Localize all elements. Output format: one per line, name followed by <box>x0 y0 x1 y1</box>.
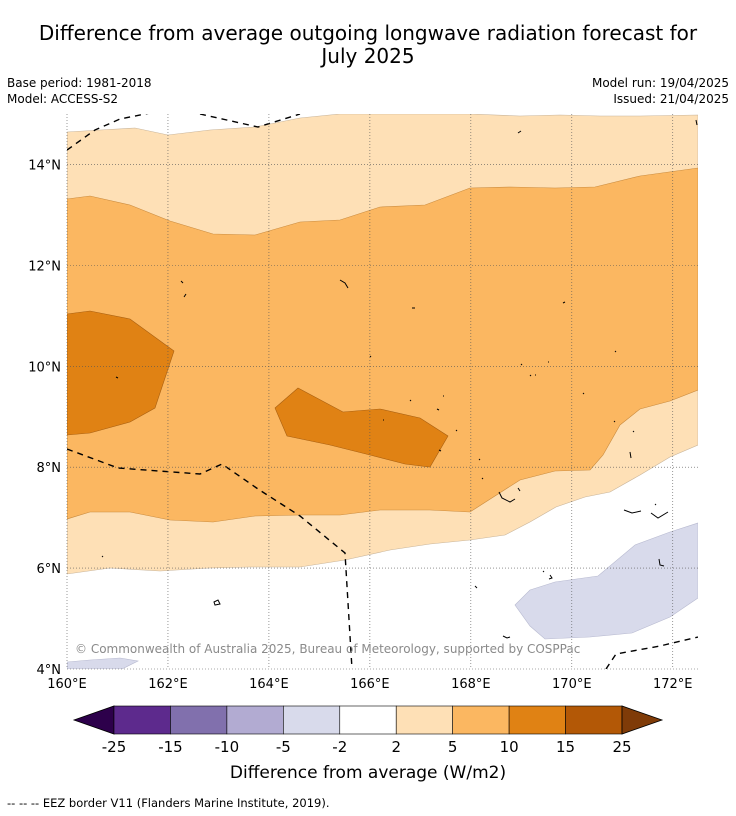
grid-layer <box>66 114 698 670</box>
region-10-to-15-west <box>67 310 175 436</box>
chart-title-line1: Difference from average outgoing longwav… <box>38 21 698 45</box>
colorbar-swatch <box>226 705 284 735</box>
colorbar-tick-label: -2 <box>332 738 347 756</box>
x-tick-label: 164°E <box>249 677 289 692</box>
y-tick-label: 10°N <box>28 360 61 375</box>
colorbar-swatch <box>113 705 171 735</box>
copyright-notice: © Commonwealth of Australia 2025, Bureau… <box>75 642 580 656</box>
chart-canvas: 160°E 162°E 164°E 166°E 168°E 170°E 172°E 4°N 6°… <box>28 114 698 783</box>
chart-title-line2: July 2025 <box>321 44 415 68</box>
model-name: Model: ACCESS-S2 <box>7 92 119 106</box>
y-tick-label: 6°N <box>37 562 62 577</box>
region-5-to-10 <box>67 167 698 523</box>
x-tick-label: 166°E <box>350 677 390 692</box>
eez-footnote: -- -- -- EEZ border V11 (Flanders Marine… <box>7 796 330 810</box>
x-tick-label: 162°E <box>148 677 188 692</box>
colorbar-tick-label: -10 <box>215 738 240 756</box>
y-tick-label: 4°N <box>37 663 62 678</box>
region-10-to-15-central <box>274 387 449 468</box>
colorbar-extend-high <box>621 705 664 735</box>
chart-title: Difference from average outgoing longwav… <box>0 22 736 68</box>
island-coastlines <box>101 119 698 639</box>
x-tick-label: 170°E <box>552 677 592 692</box>
colorbar-swatch <box>339 705 397 735</box>
meta-right: Model run: 19/04/2025 Issued: 21/04/2025 <box>592 75 729 107</box>
meta-left: Base period: 1981-2018 Model: ACCESS-S2 <box>7 75 152 107</box>
colorbar-label: Difference from average (W/m2) <box>230 763 506 783</box>
x-tick-label: 172°E <box>653 677 693 692</box>
axis-layer: 160°E 162°E 164°E 166°E 168°E 170°E 172°E 4°N 6°… <box>28 158 692 692</box>
colorbar: -25 -15 -10 -5 -2 2 5 10 15 25 <box>72 705 664 756</box>
x-tick-label: 160°E <box>47 677 87 692</box>
y-tick-label: 8°N <box>37 461 62 476</box>
colorbar-tick-label: 25 <box>612 738 631 756</box>
colorbar-swatch <box>452 705 510 735</box>
contour-layer <box>67 114 698 669</box>
eez-border <box>67 114 698 669</box>
colorbar-tick-label: 10 <box>500 738 519 756</box>
model-run: Model run: 19/04/2025 <box>591 76 729 90</box>
y-tick-label: 12°N <box>28 259 61 274</box>
colorbar-swatch <box>170 705 228 735</box>
colorbar-tick-label: 5 <box>448 738 458 756</box>
y-tick-label: 14°N <box>28 158 61 173</box>
colorbar-extend-low <box>72 705 115 735</box>
colorbar-tick-label: -5 <box>276 738 291 756</box>
base-period: Base period: 1981-2018 <box>7 76 152 90</box>
issued-date: Issued: 21/04/2025 <box>613 92 729 106</box>
colorbar-tick-label: -15 <box>158 738 183 756</box>
region-minus5-to-minus2-east <box>514 522 698 640</box>
colorbar-tick-label: 15 <box>556 738 575 756</box>
colorbar-swatch <box>508 705 566 735</box>
colorbar-tick-label: 2 <box>391 738 401 756</box>
region-minus5-to-minus2-southwest <box>67 657 139 669</box>
x-tick-label: 168°E <box>451 677 491 692</box>
colorbar-swatch <box>565 705 623 735</box>
colorbar-tick-label: -25 <box>102 738 127 756</box>
colorbar-swatch <box>283 705 341 735</box>
colorbar-swatch <box>395 705 453 735</box>
